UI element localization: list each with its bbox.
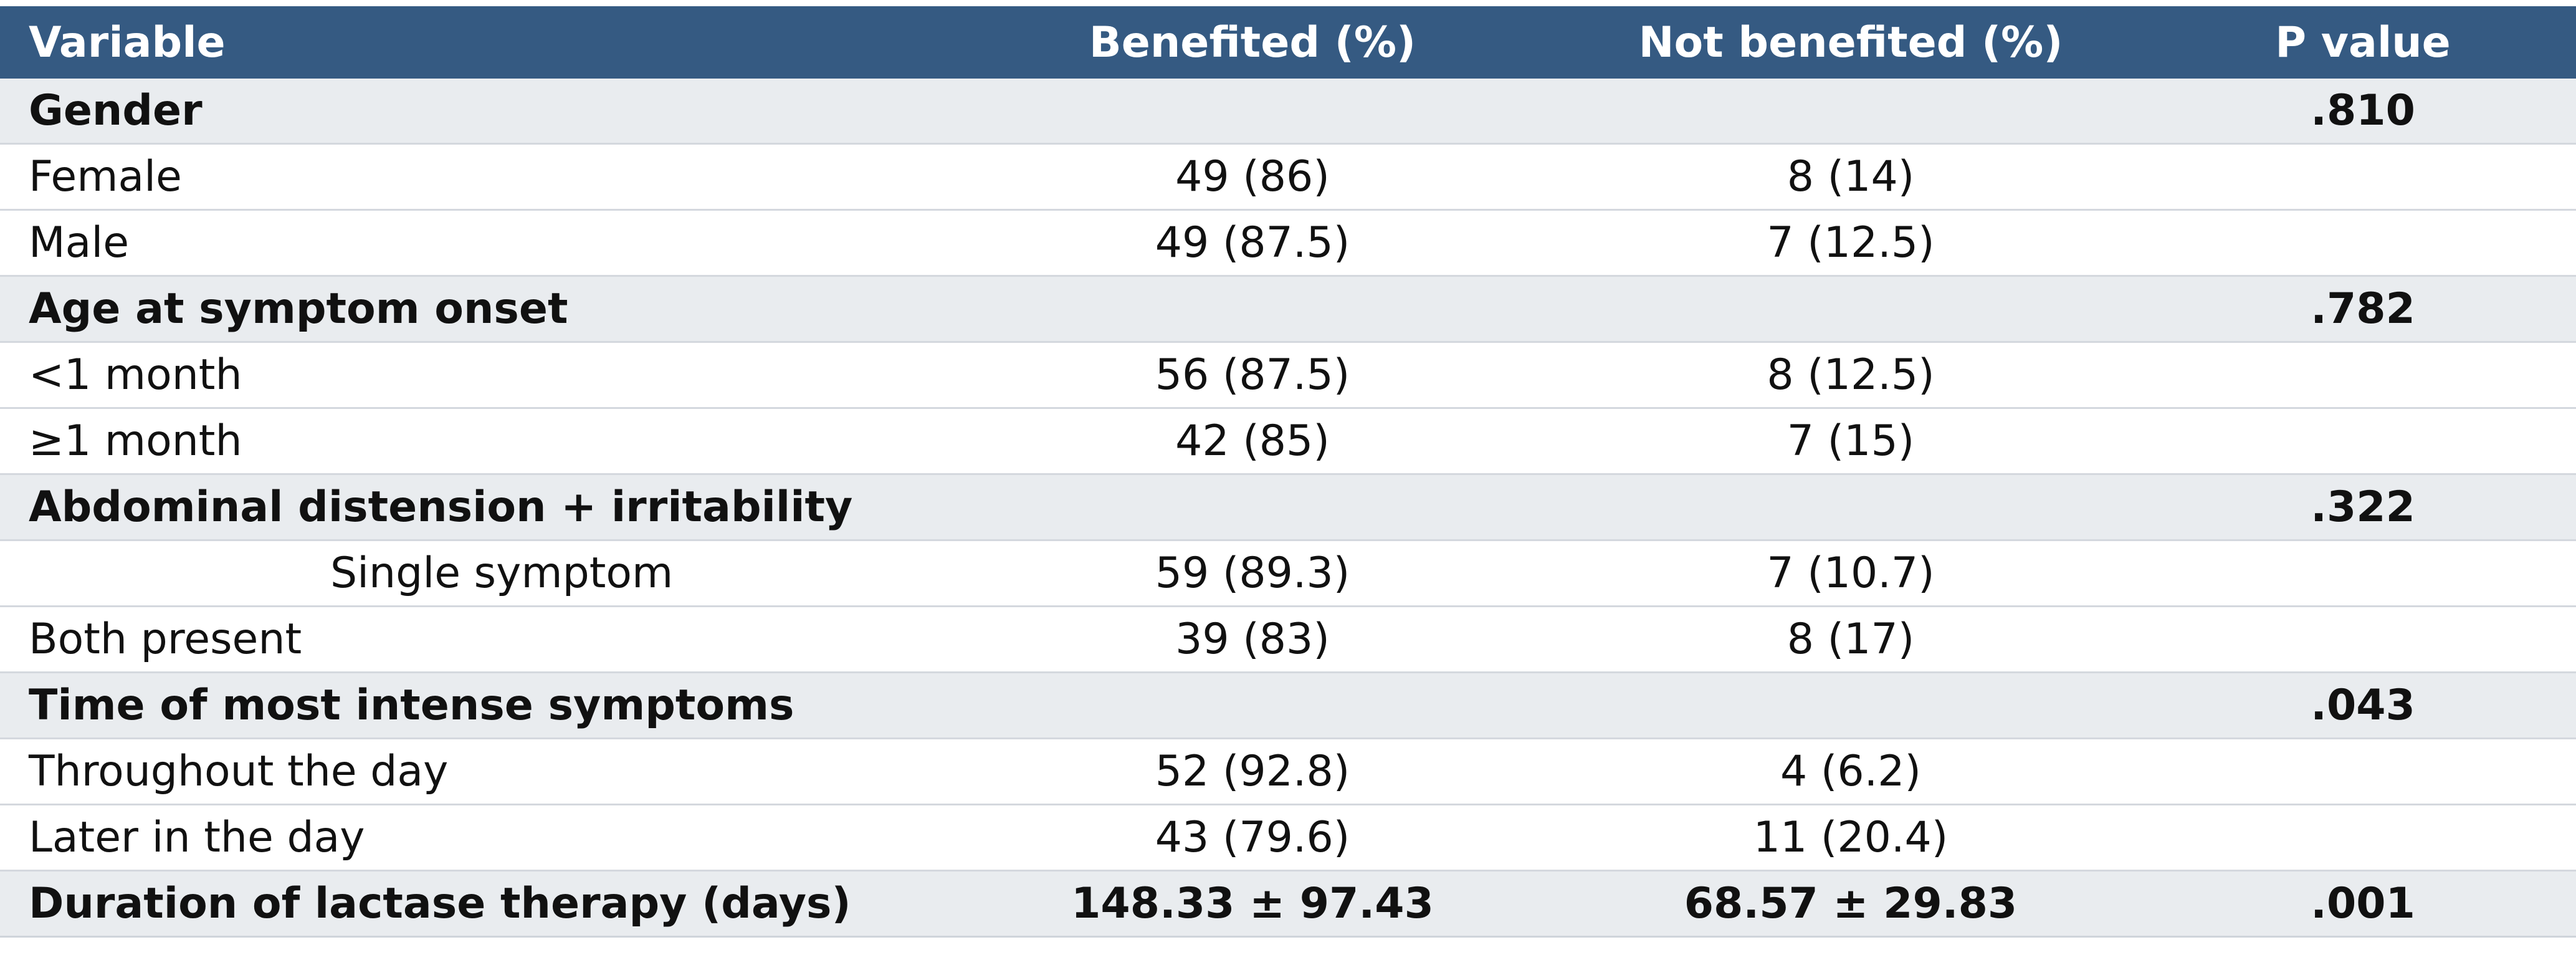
header-benefited: Benefited (%) bbox=[1089, 17, 1416, 67]
cell-not-benefited: 4 (6.2) bbox=[1780, 747, 1922, 796]
table-row: Throughout the day 52 (92.8) 4 (6.2) bbox=[0, 739, 2576, 805]
cell-not-benefited: 7 (12.5) bbox=[1767, 218, 1935, 267]
cell-benefited: 49 (87.5) bbox=[1155, 218, 1350, 267]
cell-not-benefited: 7 (15) bbox=[1787, 416, 1915, 466]
cell-variable: Time of most intense symptoms bbox=[29, 681, 794, 730]
table-row-summary: Duration of lactase therapy (days) 148.3… bbox=[0, 872, 2576, 938]
table-row-group: Time of most intense symptoms .043 bbox=[0, 673, 2576, 739]
table-row: Single symptom 59 (89.3) 7 (10.7) bbox=[0, 541, 2576, 607]
table-row: ≥1 month 42 (85) 7 (15) bbox=[0, 409, 2576, 475]
cell-benefited: 43 (79.6) bbox=[1155, 813, 1350, 862]
cell-benefited: 39 (83) bbox=[1175, 615, 1330, 664]
cell-variable: ≥1 month bbox=[29, 416, 242, 466]
cell-benefited: 148.33 ± 97.43 bbox=[1071, 879, 1434, 928]
table-row-group: Abdominal distension + irritability .322 bbox=[0, 475, 2576, 541]
cell-variable: Single symptom bbox=[330, 549, 674, 598]
cell-benefited: 42 (85) bbox=[1175, 416, 1330, 466]
cell-p-value: .810 bbox=[2311, 86, 2415, 135]
header-not-benefited: Not benefited (%) bbox=[1638, 17, 2063, 67]
header-p-value: P value bbox=[2275, 17, 2451, 67]
cell-variable: Female bbox=[29, 152, 182, 201]
cell-not-benefited: 8 (14) bbox=[1787, 152, 1915, 201]
cell-not-benefited: 8 (17) bbox=[1787, 615, 1915, 664]
cell-not-benefited: 8 (12.5) bbox=[1767, 350, 1935, 400]
table-header-row: Variable Benefited (%) Not benefited (%)… bbox=[0, 6, 2576, 79]
cell-variable: Throughout the day bbox=[29, 747, 449, 796]
table-row: Both present 39 (83) 8 (17) bbox=[0, 607, 2576, 673]
results-table: Variable Benefited (%) Not benefited (%)… bbox=[0, 6, 2576, 938]
table-row: Later in the day 43 (79.6) 11 (20.4) bbox=[0, 805, 2576, 872]
table-row: Male 49 (87.5) 7 (12.5) bbox=[0, 211, 2576, 277]
cell-p-value: .782 bbox=[2311, 284, 2415, 334]
cell-not-benefited: 7 (10.7) bbox=[1767, 549, 1935, 598]
cell-variable: <1 month bbox=[29, 350, 242, 400]
cell-variable: Male bbox=[29, 218, 130, 267]
table-row-group: Age at symptom onset .782 bbox=[0, 277, 2576, 343]
header-variable: Variable bbox=[29, 17, 226, 67]
cell-benefited: 56 (87.5) bbox=[1155, 350, 1350, 400]
table-row: <1 month 56 (87.5) 8 (12.5) bbox=[0, 343, 2576, 409]
cell-variable: Abdominal distension + irritability bbox=[29, 483, 853, 532]
cell-variable: Duration of lactase therapy (days) bbox=[29, 879, 851, 928]
table-row-group: Gender .810 bbox=[0, 79, 2576, 145]
cell-benefited: 52 (92.8) bbox=[1155, 747, 1350, 796]
cell-variable: Later in the day bbox=[29, 813, 365, 862]
cell-p-value: .322 bbox=[2311, 483, 2415, 532]
cell-p-value: .001 bbox=[2311, 879, 2415, 928]
table-row: Female 49 (86) 8 (14) bbox=[0, 145, 2576, 211]
cell-not-benefited: 11 (20.4) bbox=[1753, 813, 1949, 862]
cell-not-benefited: 68.57 ± 29.83 bbox=[1684, 879, 2018, 928]
cell-variable: Gender bbox=[29, 86, 203, 135]
cell-variable: Age at symptom onset bbox=[29, 284, 568, 334]
cell-variable: Both present bbox=[29, 615, 302, 664]
cell-p-value: .043 bbox=[2311, 681, 2415, 730]
cell-benefited: 49 (86) bbox=[1175, 152, 1330, 201]
cell-benefited: 59 (89.3) bbox=[1155, 549, 1350, 598]
